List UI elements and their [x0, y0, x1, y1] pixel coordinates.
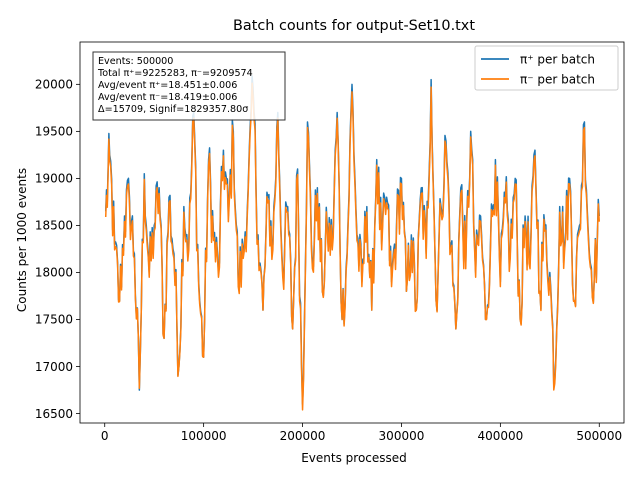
y-tick-label: 17000 [35, 360, 73, 374]
axes-frame [79, 41, 625, 424]
y-tick-label: 20000 [35, 78, 73, 92]
legend: π⁺ per batch π⁻ per batch [474, 45, 619, 91]
y-tick-label: 18000 [35, 266, 73, 280]
legend-frame [474, 45, 619, 91]
x-tick-label: 500000 [576, 429, 622, 443]
series-line-pi-minus [104, 82, 601, 411]
y-tick-label: 16500 [35, 407, 73, 421]
x-tick-label: 100000 [181, 429, 227, 443]
x-axis-label: Events processed [301, 451, 407, 465]
y-tick-label: 17500 [35, 313, 73, 327]
plot-area [104, 75, 601, 411]
annotation-box-frame [92, 51, 286, 121]
x-tick-label: 300000 [379, 429, 425, 443]
legend-entry: π⁻ per batch [520, 73, 595, 87]
y-tick-label: 18500 [35, 219, 73, 233]
axes: 0 100000 200000 300000 400000 500000 16500 1700… [35, 41, 625, 443]
legend-entry: π⁺ per batch [520, 53, 595, 67]
y-axis-label: Counts per 1000 events [15, 168, 29, 312]
x-tick-label: 200000 [280, 429, 326, 443]
y-tick-label: 19500 [35, 125, 73, 139]
chart-title: Batch counts for output-Set10.txt [233, 18, 475, 34]
y-tick-label: 19000 [35, 172, 73, 186]
x-tick-label: 0 [101, 429, 109, 443]
annotation-line: Avg/event π⁻=18.419±0.006 [98, 92, 237, 103]
x-tick-label: 400000 [477, 429, 523, 443]
annotation-line: Events: 500000 [98, 56, 173, 67]
annotation-line: Avg/event π⁺=18.451±0.006 [98, 80, 237, 91]
annotation-line: Total π⁺=9225283, π⁻=9209574 [97, 68, 253, 79]
annotation-line: Δ=15709, Signif=1829357.80σ [98, 104, 248, 115]
